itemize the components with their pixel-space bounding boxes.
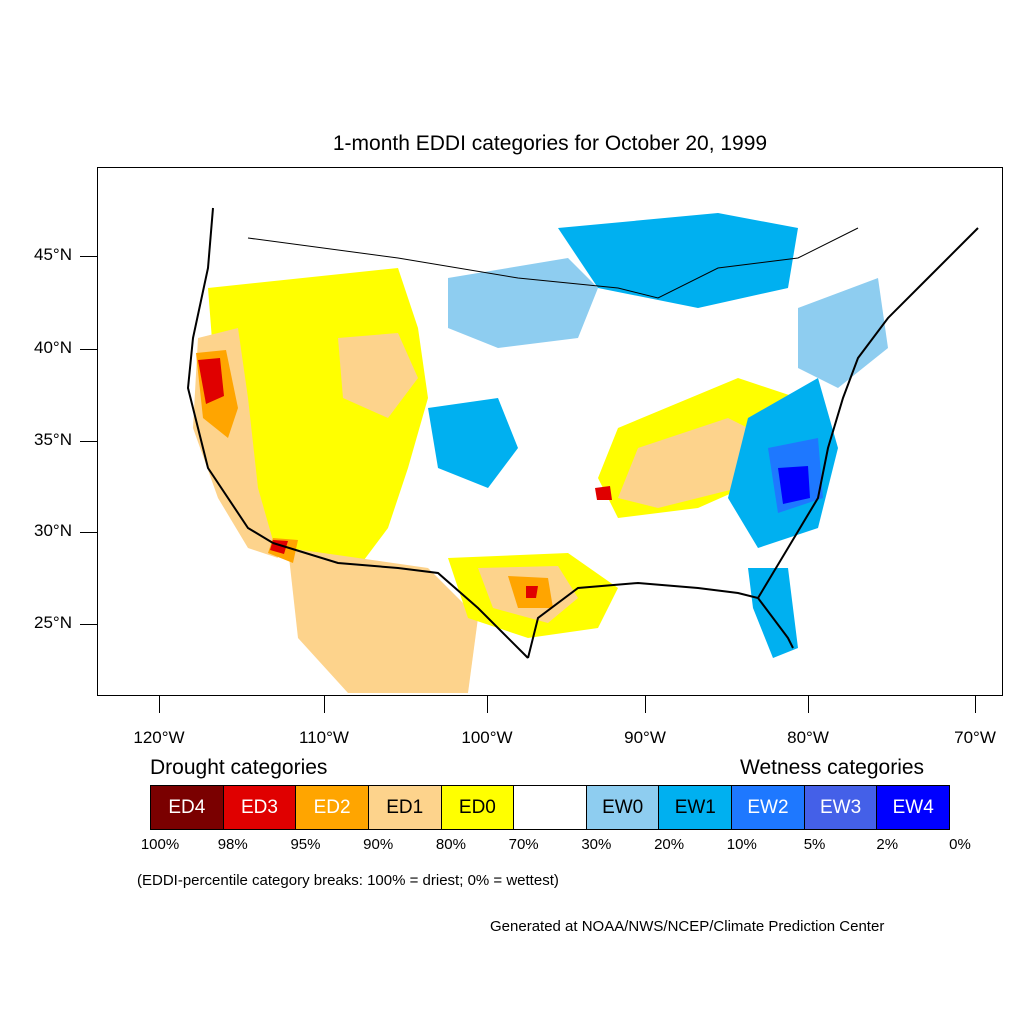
lon-tick xyxy=(324,696,325,713)
legend-colorbar: ED4 ED3 ED2 ED1 ED0 EW0 EW1 EW2 EW3 EW4 xyxy=(150,785,950,830)
legend-swatch-ed0: ED0 xyxy=(441,786,515,829)
legend-swatch-ed2: ED2 xyxy=(296,786,369,829)
lon-label-110w: 110°W xyxy=(299,728,349,747)
percentile-label: 2% xyxy=(876,836,899,853)
northern-plains-ew0 xyxy=(448,258,598,348)
map-panel xyxy=(97,167,1003,696)
lon-label-80w: 80°W xyxy=(787,728,829,747)
lon-label-90w: 90°W xyxy=(624,728,666,747)
percentile-label: 5% xyxy=(803,836,826,853)
lat-tick xyxy=(80,532,97,533)
lat-tick xyxy=(80,624,97,625)
drought-heading: Drought categories xyxy=(150,756,328,779)
us-canada-border xyxy=(247,227,859,299)
lat-tick xyxy=(80,349,97,350)
percentile-label: 90% xyxy=(363,836,394,853)
arkansas-ed3 xyxy=(595,486,612,500)
lon-label-100w: 100°W xyxy=(461,728,513,747)
lon-tick xyxy=(159,696,160,713)
map-title: 1-month EDDI categories for October 20, … xyxy=(332,132,768,155)
drought-regions xyxy=(193,268,798,693)
wetness-heading: Wetness categories xyxy=(740,756,925,779)
california-ed3 xyxy=(198,358,224,404)
percentile-label: 80% xyxy=(435,836,466,853)
texas-ed3 xyxy=(526,586,538,598)
percentile-label: 70% xyxy=(508,836,539,853)
kansas-ew1 xyxy=(428,398,518,488)
lon-tick xyxy=(975,696,976,713)
gulf-coast xyxy=(527,581,794,659)
west-coast xyxy=(186,207,274,544)
legend-swatch-ew2: EW2 xyxy=(732,786,805,829)
lon-tick xyxy=(808,696,809,713)
lat-label-25: 25°N xyxy=(34,613,72,632)
legend-swatch-ew0: EW0 xyxy=(586,786,660,829)
percentile-label: 0% xyxy=(949,836,971,853)
percentile-label: 30% xyxy=(581,836,612,853)
legend-swatch-ew1: EW1 xyxy=(659,786,733,829)
credit-line: Generated at NOAA/NWS/NCEP/Climate Predi… xyxy=(490,918,885,935)
legend-swatch-ed4: ED4 xyxy=(151,786,224,829)
legend-swatch-ew4: EW4 xyxy=(877,786,950,829)
northeast-ew0 xyxy=(798,278,888,388)
boundaries xyxy=(186,207,979,659)
percentile-label: 20% xyxy=(654,836,685,853)
lon-label-120w: 120°W xyxy=(133,728,185,747)
lat-label-45: 45°N xyxy=(34,245,72,264)
legend-swatch-neutral xyxy=(514,786,587,829)
carolina-ew4 xyxy=(778,466,810,504)
lat-tick xyxy=(80,441,97,442)
percentile-label: 98% xyxy=(217,836,248,853)
great-lakes-ew1 xyxy=(558,213,798,308)
lon-tick xyxy=(645,696,646,713)
percentile-label: 95% xyxy=(290,836,321,853)
southwest-ed1 xyxy=(288,548,478,693)
percentile-label: 100% xyxy=(140,836,180,853)
colorado-ed1 xyxy=(338,333,418,418)
lat-label-30: 30°N xyxy=(34,521,72,540)
legend-swatch-ew3: EW3 xyxy=(804,786,878,829)
eddi-map xyxy=(186,207,979,693)
category-note: (EDDI-percentile category breaks: 100% =… xyxy=(137,872,559,889)
percentile-label: 10% xyxy=(726,836,757,853)
lon-label-70w: 70°W xyxy=(954,728,996,747)
east-coast xyxy=(757,227,979,599)
legend-swatch-ed3: ED3 xyxy=(223,786,297,829)
lat-label-35: 35°N xyxy=(34,430,72,449)
legend-swatch-ed1: ED1 xyxy=(368,786,442,829)
us-mexico-border xyxy=(272,542,529,659)
ohio-valley-ed1 xyxy=(618,418,768,508)
lon-tick xyxy=(487,696,488,713)
lat-tick xyxy=(80,256,97,257)
lat-label-40: 40°N xyxy=(34,338,72,357)
wetness-regions xyxy=(428,213,888,658)
